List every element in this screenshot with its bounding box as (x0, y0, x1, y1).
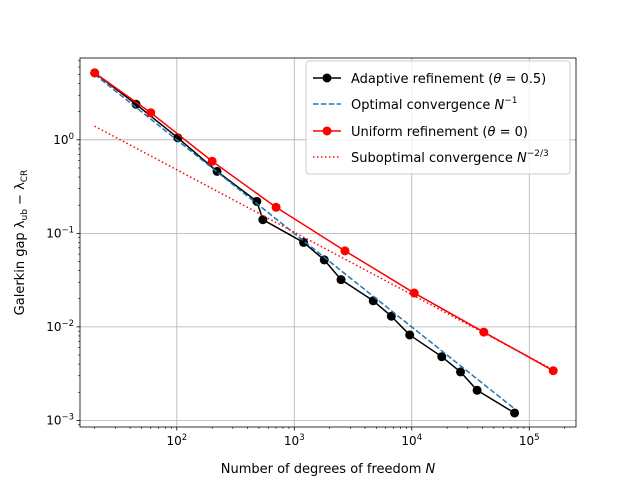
data-point-adaptive (405, 330, 415, 340)
y-tick-label: 10−1 (46, 225, 74, 240)
x-tick-label: 103 (284, 433, 305, 448)
series-optimal (94, 73, 516, 410)
x-axis-ticks: 102 103 104 105 (94, 427, 565, 448)
legend-entry-uniform: Uniform refinement (θ = 0) (313, 125, 528, 140)
legend-marker-uniform (322, 126, 332, 136)
data-point-adaptive (368, 296, 378, 306)
legend-label-adaptive: Adaptive refinement (θ = 0.5) (351, 72, 546, 87)
y-tick-label: 10−3 (46, 412, 74, 427)
series-line-uniform (94, 72, 554, 372)
data-point-uniform (409, 288, 419, 298)
series-layer (90, 68, 558, 418)
data-point-adaptive (510, 408, 520, 418)
data-point-adaptive (456, 367, 466, 377)
data-point-adaptive (319, 255, 329, 265)
data-point-uniform (271, 202, 281, 212)
x-tick-label: 102 (166, 433, 187, 448)
x-tick-label: 104 (401, 433, 422, 448)
data-point-adaptive (437, 352, 447, 362)
data-point-adaptive (299, 237, 309, 247)
data-point-adaptive (258, 215, 268, 225)
y-tick-label: 10−2 (46, 319, 74, 334)
x-axis-label: Number of degrees of freedom N (221, 462, 436, 477)
data-point-uniform (207, 156, 217, 166)
data-point-adaptive (336, 275, 346, 285)
legend-entry-adaptive: Adaptive refinement (θ = 0.5) (313, 72, 546, 87)
data-point-uniform (90, 68, 100, 78)
data-point-uniform (340, 246, 350, 256)
legend-label-optimal: Optimal convergence N−1 (351, 96, 518, 113)
data-point-adaptive (386, 311, 396, 321)
legend-entry-suboptimal: Suboptimal convergence N−2/3 (313, 149, 549, 166)
x-tick-label: 105 (519, 433, 540, 448)
legend: Adaptive refinement (θ = 0.5) Optimal co… (305, 60, 571, 175)
series-line-adaptive (94, 72, 515, 414)
legend-label-suboptimal: Suboptimal convergence N−2/3 (351, 149, 549, 166)
legend-entry-optimal: Optimal convergence N−1 (313, 96, 518, 113)
y-axis-ticks: 10−3 10−2 10−1 100 (46, 60, 80, 427)
legend-marker-adaptive (322, 73, 332, 83)
data-point-uniform (548, 366, 558, 376)
series-line-suboptimal (94, 125, 554, 371)
data-point-adaptive (252, 196, 262, 206)
legend-label-uniform: Uniform refinement (θ = 0) (351, 125, 528, 140)
data-point-uniform (146, 108, 156, 118)
legend-box (305, 60, 571, 175)
y-axis-label: Galerkin gap λub − λCR (13, 170, 30, 316)
data-point-adaptive (472, 385, 482, 395)
series-suboptimal (94, 125, 554, 371)
series-line-optimal (94, 73, 516, 410)
y-tick-label: 100 (53, 132, 74, 147)
